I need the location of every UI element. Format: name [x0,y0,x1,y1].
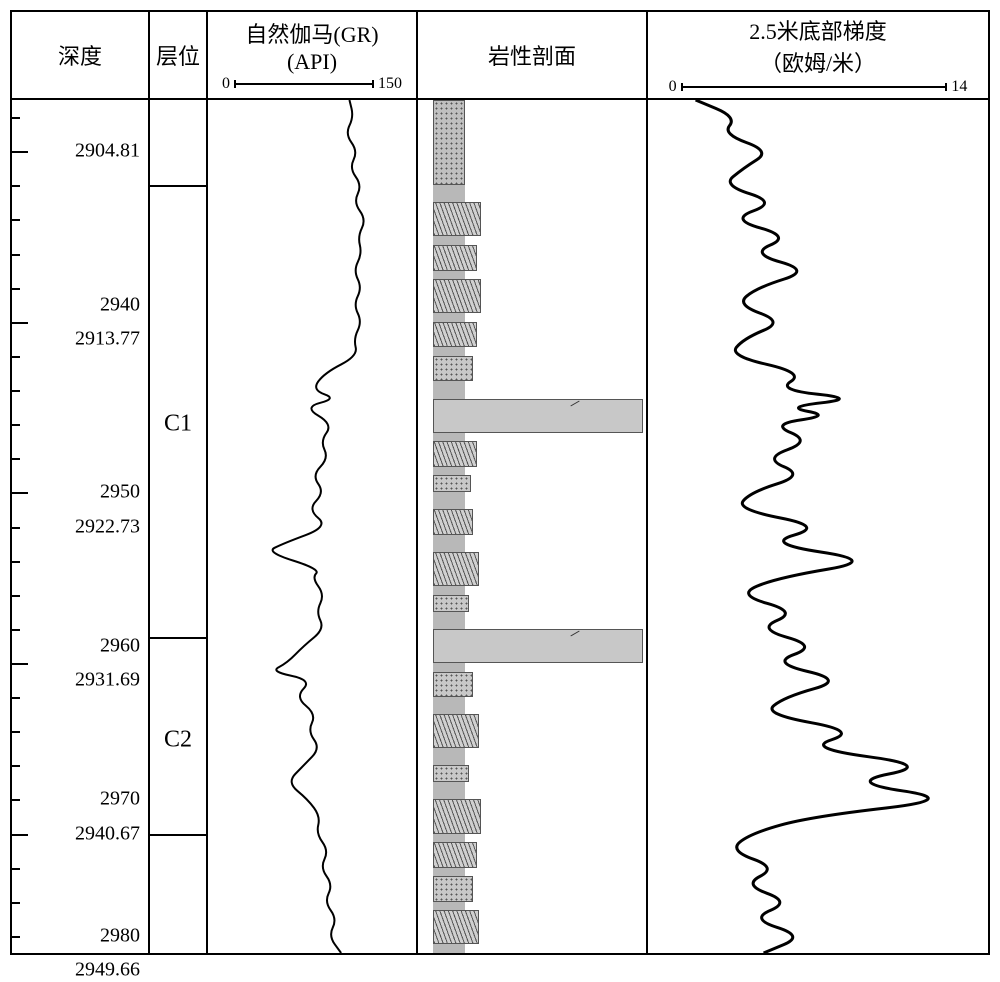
depth-label: 2970 [100,788,140,811]
depth-tick [12,697,20,699]
lithology-block [433,279,481,313]
depth-label: 2931.69 [75,669,140,692]
lithology-block [433,765,469,782]
depth-tick [12,288,20,290]
lithology-header-label: 岩性剖面 [488,39,576,71]
depth-tick [12,868,20,870]
gr-scale: 0 150 [222,75,402,93]
formation-track: C1 C2 [150,100,208,953]
depth-tick [12,629,20,631]
depth-tick [12,151,28,153]
depth-tick [12,834,28,836]
gradient-track [648,100,988,953]
gr-header-line1: 自然伽马(GR) [245,17,378,49]
lithology-block [433,399,643,433]
lithology-block [433,356,473,382]
depth-label: 2949.66 [75,959,140,982]
depth-label: 2980 [100,924,140,947]
lithology-block [433,202,481,236]
lithology-block [433,552,479,586]
gradient-scale-max: 14 [951,78,967,96]
formation-boundary [150,637,206,639]
depth-label: 2940 [100,293,140,316]
depth-label: 2950 [100,481,140,504]
gradient-header: 2.5米底部梯度 （欧姆/米） 0 14 [648,12,988,98]
gr-curve [208,100,416,953]
lithology-block [433,245,477,271]
depth-label: 2922.73 [75,515,140,538]
gradient-header-line2: （欧姆/米） [760,46,876,78]
depth-tick [12,595,20,597]
formation-label: C2 [164,726,192,753]
depth-tick [12,185,20,187]
header-row: 深度 层位 自然伽马(GR) (API) 0 150 岩性剖面 2.5米底部梯度… [12,12,988,100]
gradient-curve [648,100,988,953]
lithology-block [433,910,479,944]
depth-tick [12,936,20,938]
depth-tick [12,765,20,767]
formation-header-label: 层位 [156,39,200,71]
gradient-header-line1: 2.5米底部梯度 [749,14,887,46]
body-row: 2904.81 2940 2913.77 2950 2922.73 2960 2931.69… [12,100,988,953]
depth-label: 2940.67 [75,822,140,845]
formation-boundary [150,834,206,836]
gradient-scale-line [681,86,948,88]
gradient-scale-min: 0 [669,78,677,96]
lithology-block [433,100,465,185]
depth-tick [12,799,20,801]
depth-header: 深度 [12,12,150,98]
lithology-block [433,714,479,748]
lithology-block [433,672,473,698]
gr-header: 自然伽马(GR) (API) 0 150 [208,12,418,98]
formation-header: 层位 [150,12,208,98]
depth-tick [12,356,20,358]
lithology-track [418,100,648,953]
gr-header-line2: (API) [287,49,337,75]
gr-track [208,100,418,953]
depth-label: 2960 [100,634,140,657]
depth-tick [12,561,20,563]
depth-tick [12,458,20,460]
depth-tick [12,731,20,733]
gr-scale-line [234,83,374,85]
gr-scale-max: 150 [378,75,402,93]
formation-label: C1 [164,411,192,438]
gr-scale-min: 0 [222,75,230,93]
gradient-scale: 0 14 [669,78,968,96]
lithology-block [433,475,471,492]
depth-tick [12,424,20,426]
lithology-block [433,595,469,612]
depth-tick [12,254,20,256]
lithology-block [433,629,643,663]
lithology-block [433,441,477,467]
lithology-block [433,322,477,348]
depth-header-label: 深度 [58,39,102,71]
depth-label: 2913.77 [75,327,140,350]
depth-tick [12,663,28,665]
depth-tick [12,117,20,119]
formation-boundary [150,185,206,187]
well-log-diagram: 深度 层位 自然伽马(GR) (API) 0 150 岩性剖面 2.5米底部梯度… [10,10,990,955]
lithology-block [433,509,473,535]
lithology-block [433,876,473,902]
depth-tick [12,492,28,494]
depth-tick [12,219,20,221]
lithology-block [433,842,477,868]
lithology-header: 岩性剖面 [418,12,648,98]
depth-tick [12,322,28,324]
depth-label: 2904.81 [75,140,140,163]
depth-track: 2904.81 2940 2913.77 2950 2922.73 2960 2931.69… [12,100,150,953]
lithology-block [433,799,481,833]
depth-tick [12,902,20,904]
depth-tick [12,527,20,529]
depth-tick [12,390,20,392]
